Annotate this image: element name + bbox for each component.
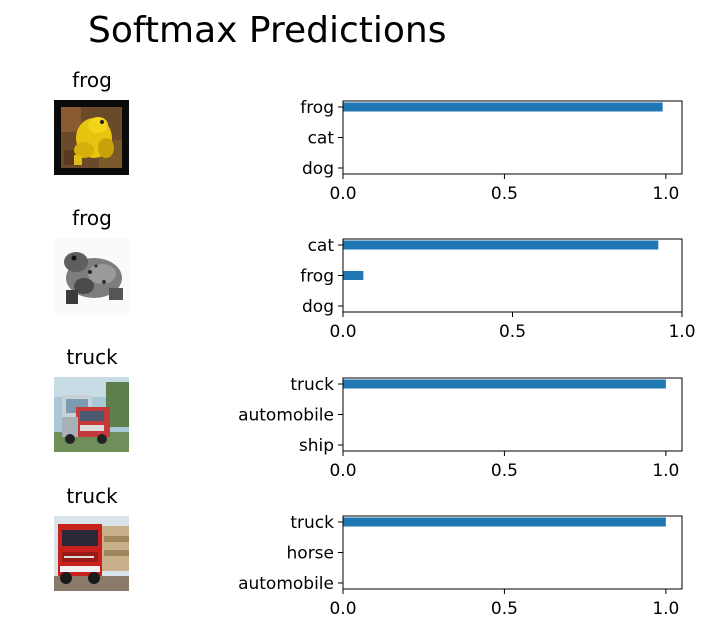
image-title-1: frog bbox=[72, 206, 112, 230]
ytick-label-3-1: horse bbox=[287, 544, 334, 564]
bar-1-0 bbox=[343, 240, 659, 250]
ytick-label-2-1: automobile bbox=[238, 406, 334, 426]
xtick-label-1-2: 1.0 bbox=[668, 322, 695, 342]
ytick-label-2-0: truck bbox=[290, 375, 334, 395]
xtick-label-3-1: 0.5 bbox=[491, 599, 518, 619]
ytick-label-2-2: ship bbox=[299, 436, 334, 456]
ytick-label-1-2: dog bbox=[302, 297, 334, 317]
axes-frame-0 bbox=[342, 100, 683, 175]
thumbnail-truck-trees bbox=[54, 377, 129, 452]
ytick-label-0-1: cat bbox=[308, 129, 335, 149]
xtick-label-3-0: 0.0 bbox=[329, 599, 356, 619]
bar-2-0 bbox=[343, 379, 666, 389]
ytick-label-1-1: frog bbox=[300, 267, 334, 287]
ytick-label-1-0: cat bbox=[308, 236, 335, 256]
ytick-label-0-2: dog bbox=[302, 159, 334, 179]
axes-frame-3 bbox=[342, 515, 683, 590]
ytick-label-0-0: frog bbox=[300, 98, 334, 118]
ytick-label-3-0: truck bbox=[290, 513, 334, 533]
ytick-label-3-2: automobile bbox=[238, 574, 334, 594]
xtick-label-1-0: 0.0 bbox=[329, 322, 356, 342]
axes-frame-1 bbox=[342, 238, 683, 313]
bar-3-0 bbox=[343, 517, 666, 527]
image-title-2: truck bbox=[66, 345, 118, 369]
xtick-label-2-1: 0.5 bbox=[491, 461, 518, 481]
image-title-3: truck bbox=[66, 484, 118, 508]
thumbnail-toad-gray bbox=[54, 238, 129, 313]
xtick-label-2-0: 0.0 bbox=[329, 461, 356, 481]
xtick-label-2-2: 1.0 bbox=[652, 461, 679, 481]
xtick-label-0-0: 0.0 bbox=[329, 184, 356, 204]
figure-title: Softmax Predictions bbox=[88, 10, 447, 51]
axes-frame-2 bbox=[342, 377, 683, 452]
xtick-label-3-2: 1.0 bbox=[652, 599, 679, 619]
bar-1-1 bbox=[343, 271, 364, 280]
thumbnail-frog-yellow bbox=[54, 100, 129, 175]
xtick-label-0-1: 0.5 bbox=[491, 184, 518, 204]
bar-0-0 bbox=[343, 102, 663, 112]
xtick-label-0-2: 1.0 bbox=[652, 184, 679, 204]
xtick-label-1-1: 0.5 bbox=[499, 322, 526, 342]
image-title-0: frog bbox=[72, 68, 112, 92]
thumbnail-truck-front bbox=[54, 516, 129, 591]
